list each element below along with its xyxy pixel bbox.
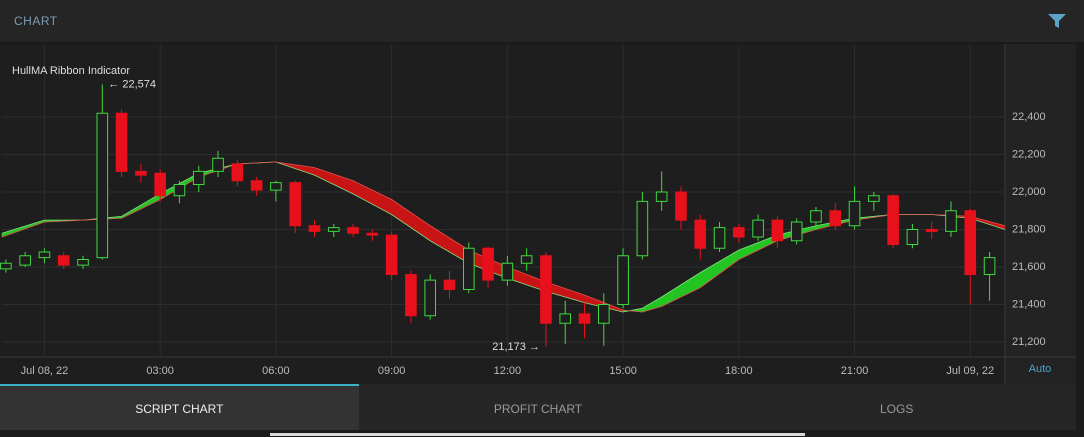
candle-body — [540, 255, 552, 324]
x-tick-label: 06:00 — [262, 365, 290, 377]
candle-body — [192, 170, 205, 185]
x-tick-label: Jul 09, 22 — [946, 365, 994, 377]
candle-body — [38, 251, 51, 259]
candle-body — [173, 184, 186, 197]
chart-bg — [0, 44, 1076, 384]
y-tick-label: 21,800 — [1012, 223, 1046, 235]
candles — [0, 84, 996, 348]
filter-button[interactable] — [1047, 13, 1067, 29]
candle-body — [636, 200, 649, 257]
price-annotation: ← 22,574 — [108, 78, 156, 90]
candle-body — [655, 191, 668, 202]
candle-body — [983, 257, 996, 275]
candle-body — [231, 163, 244, 182]
candle-body — [868, 195, 880, 202]
chart: HullMA Ribbon Indicator Auto 21,200 21,40… — [0, 44, 1076, 384]
candle-body — [250, 180, 263, 191]
x-tick-label: 03:00 — [146, 365, 174, 377]
candle-body — [501, 262, 514, 281]
candle-body — [848, 200, 861, 227]
candle-body — [366, 232, 379, 236]
candle-body — [482, 247, 494, 281]
y-tick-label: 21,600 — [1012, 261, 1046, 273]
candle-body — [925, 229, 938, 232]
candle-body — [945, 210, 957, 232]
candle-body — [578, 313, 591, 324]
axis-mode[interactable]: Auto — [1029, 363, 1052, 375]
y-tick-label: 22,000 — [1012, 186, 1046, 198]
candle-body — [887, 195, 899, 245]
x-tick-label: 18:00 — [725, 365, 753, 377]
candle-body — [906, 229, 919, 245]
panel-title: CHART — [14, 14, 58, 28]
candle-body — [810, 210, 822, 223]
candle-body — [270, 182, 282, 191]
tab-bar: SCRIPT CHART PROFIT CHART LOGS — [0, 384, 1076, 430]
x-tick-label: 09:00 — [378, 365, 406, 377]
candle-body — [347, 227, 359, 234]
candle-body — [964, 210, 977, 275]
x-tick-label: 12:00 — [494, 365, 522, 377]
candle-body — [405, 274, 417, 317]
candle-body — [462, 247, 475, 290]
tab[interactable]: PROFIT CHART — [493, 402, 583, 416]
y-tick-label: 22,400 — [1012, 111, 1046, 123]
candle-body — [135, 170, 147, 176]
candle-body — [733, 227, 745, 238]
candle-body — [57, 255, 70, 266]
candle-body — [597, 304, 610, 324]
x-tick-label: Jul 08, 22 — [21, 365, 69, 377]
indicator-title: HullMA Ribbon Indicator — [12, 65, 130, 77]
y-tick-label: 21,200 — [1012, 336, 1046, 348]
candle-body — [0, 262, 12, 270]
candle-body — [829, 210, 842, 227]
candle-body — [694, 219, 707, 249]
candle-body — [308, 225, 321, 232]
y-tick-label: 22,200 — [1012, 148, 1046, 160]
scrollbar[interactable] — [270, 433, 805, 436]
candle-body — [96, 112, 109, 259]
candle-body — [675, 191, 687, 221]
y-axis-panel — [1005, 44, 1076, 384]
candle-body — [559, 313, 572, 324]
y-tick-label: 21,400 — [1012, 298, 1046, 310]
price-annotation: 21,173 → — [492, 341, 540, 353]
candle-body — [77, 259, 89, 266]
candle-body — [19, 255, 31, 266]
candle-body — [520, 255, 533, 264]
candle-body — [327, 227, 340, 232]
candle-body — [771, 219, 784, 242]
candle-body — [115, 112, 128, 172]
candle-body — [212, 157, 224, 172]
tab[interactable]: LOGS — [880, 402, 914, 416]
candle-body — [713, 227, 726, 249]
candle-body — [617, 255, 629, 305]
candle-body — [443, 279, 456, 290]
candle-body — [385, 234, 398, 275]
candle-body — [289, 182, 301, 227]
candle-body — [752, 219, 764, 238]
candle-body — [790, 221, 803, 242]
candle-body — [424, 279, 437, 317]
candle-body — [154, 172, 166, 197]
x-tick-label: 21:00 — [841, 365, 869, 377]
panel-header: CHART — [0, 0, 1084, 42]
x-tick-label: 15:00 — [609, 365, 637, 377]
tab[interactable]: SCRIPT CHART — [0, 384, 359, 430]
